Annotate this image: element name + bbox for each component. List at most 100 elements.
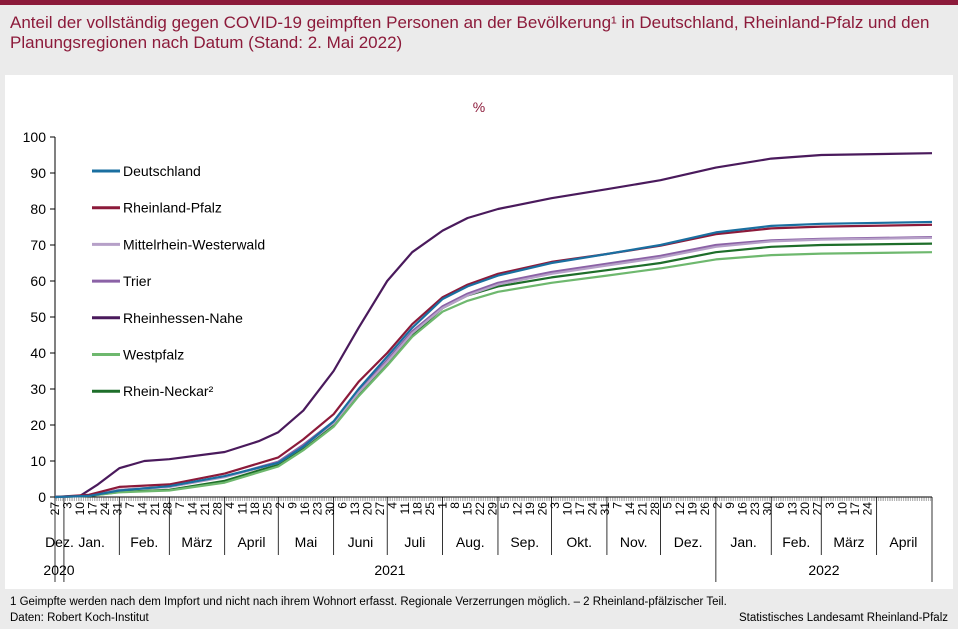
month-label: Okt. (566, 534, 592, 550)
month-label: Feb. (130, 534, 158, 550)
x-day-label: 25 (423, 502, 437, 516)
x-day-label: 6 (336, 502, 350, 509)
series-line-westpfalz (54, 251, 933, 499)
month-label: April (889, 534, 917, 550)
x-day-label: 31 (598, 502, 612, 516)
x-day-label: 10 (836, 502, 850, 516)
y-tick-label: 30 (30, 381, 46, 397)
y-tick-label: 50 (30, 309, 46, 325)
x-day-label: 5 (661, 502, 675, 509)
x-day-label: 4 (386, 502, 400, 509)
x-day-label: 5 (498, 502, 512, 509)
x-day-label: 19 (686, 502, 700, 516)
legend-label: Trier (123, 273, 152, 289)
x-day-label: 10 (73, 502, 87, 516)
x-day-label: 8 (448, 502, 462, 509)
month-label: Dez. (45, 534, 74, 550)
x-day-label: 14 (136, 502, 150, 516)
x-day-label: 15 (461, 502, 475, 516)
y-tick-label: 80 (30, 201, 46, 217)
chart-panel: % 0 10 20 30 40 50 60 70 80 90 100 27 3 10 17 24 31 7 14 21 2… (5, 75, 953, 589)
month-label: Juli (404, 534, 425, 550)
year-label: 2022 (808, 562, 839, 578)
x-day-label: 24 (861, 502, 875, 516)
legend-label: Rhein-Neckar² (123, 383, 214, 399)
month-label: April (237, 534, 265, 550)
x-day-label: 19 (523, 502, 537, 516)
unit-label: % (473, 99, 485, 115)
y-tick-label: 70 (30, 237, 46, 253)
x-day-label: 14 (623, 502, 637, 516)
month-label: Mai (295, 534, 318, 550)
month-label: Feb. (782, 534, 810, 550)
x-day-label: 6 (773, 502, 787, 509)
x-day-label: 13 (786, 502, 800, 516)
footnote: 1 Geimpfte werden nach dem Impfort und n… (10, 596, 727, 608)
month-label: März (181, 534, 212, 550)
x-day-label: 28 (211, 502, 225, 516)
x-day-label: 21 (636, 502, 650, 516)
x-day-label: 23 (748, 502, 762, 516)
y-tick-label: 90 (30, 165, 46, 181)
x-day-label: 18 (411, 502, 425, 516)
x-day-label: 20 (361, 502, 375, 516)
month-label: Juni (348, 534, 374, 550)
month-label: Jan. (730, 534, 756, 550)
series-line-rheinland-pfalz (54, 223, 933, 499)
legend-label: Rheinland-Pfalz (123, 200, 222, 216)
y-tick-label: 100 (23, 129, 47, 145)
x-day-label: 14 (186, 502, 200, 516)
x-day-label: 3 (61, 502, 75, 509)
x-day-label: 7 (611, 502, 625, 509)
legend-label: Mittelrhein-Westerwald (123, 236, 265, 252)
x-day-label: 12 (511, 502, 525, 516)
x-day-label: 21 (198, 502, 212, 516)
x-day-label: 16 (298, 502, 312, 516)
x-day-label: 22 (473, 502, 487, 516)
series-line-rhein-neckar- (54, 242, 933, 499)
x-day-label: 4 (223, 502, 237, 509)
month-label: Nov. (620, 534, 648, 550)
x-day-label: 28 (648, 502, 662, 516)
x-day-label: 26 (698, 502, 712, 516)
x-day-label: 12 (673, 502, 687, 516)
x-day-label: 24 (98, 502, 112, 516)
top-accent-bar (0, 0, 958, 5)
x-day-label: 17 (848, 502, 862, 516)
data-source: Daten: Robert Koch-Institut (10, 612, 149, 624)
series-line-deutschland (54, 220, 933, 499)
x-day-label: 11 (398, 502, 412, 515)
legend-label: Westpfalz (123, 347, 184, 363)
x-day-label: 2 (711, 502, 725, 509)
x-day-label: 17 (86, 502, 100, 516)
x-day-label: 21 (148, 502, 162, 516)
y-tick-label: 20 (30, 417, 46, 433)
x-day-label: 31 (111, 502, 125, 516)
x-day-label: 20 (798, 502, 812, 516)
x-day-label: 26 (536, 502, 550, 516)
month-label: März (833, 534, 864, 550)
x-day-label: 28 (161, 502, 175, 516)
month-label: Aug. (456, 534, 485, 550)
x-day-label: 9 (723, 502, 737, 509)
y-tick-label: 60 (30, 273, 46, 289)
x-day-label: 13 (348, 502, 362, 516)
month-label: Jan. (78, 534, 104, 550)
x-day-label: 23 (311, 502, 325, 516)
x-day-label: 18 (248, 502, 262, 516)
y-tick-label: 10 (30, 453, 46, 469)
chart-title: Anteil der vollständig gegen COVID-19 ge… (10, 13, 930, 52)
x-day-label: 24 (586, 502, 600, 516)
x-day-label: 10 (561, 502, 575, 516)
legend-label: Rheinhessen-Nahe (123, 310, 243, 326)
x-day-label: 16 (736, 502, 750, 516)
x-day-label: 7 (173, 502, 187, 509)
x-day-label: 2 (273, 502, 287, 509)
publisher-credit: Statistisches Landesamt Rheinland-Pfalz (738, 612, 948, 624)
year-label: 2021 (374, 562, 405, 578)
series-line-rheinhessen-nahe (54, 152, 933, 499)
x-day-label: 3 (548, 502, 562, 509)
x-day-label: 25 (261, 502, 275, 516)
y-tick-label: 40 (30, 345, 46, 361)
year-label: 2020 (43, 562, 74, 578)
